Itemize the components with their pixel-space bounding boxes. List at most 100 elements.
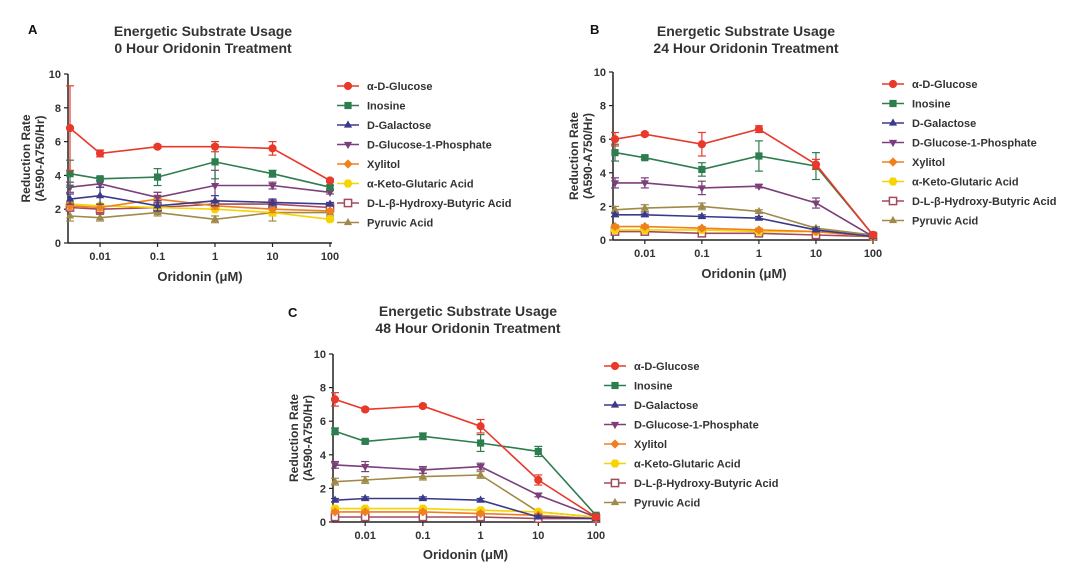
y-axis-label-units: (A590-A750/Hr) bbox=[33, 115, 47, 201]
legend-label: D-Galactose bbox=[367, 120, 431, 132]
data-point bbox=[325, 199, 335, 207]
data-point bbox=[95, 181, 105, 189]
legend-marker bbox=[889, 99, 897, 108]
series-line bbox=[334, 464, 597, 518]
legend-marker bbox=[610, 421, 620, 430]
data-point bbox=[153, 173, 162, 181]
y-axis-label: Reduction Rate bbox=[287, 394, 301, 482]
data-point bbox=[811, 200, 821, 208]
legend-label: D-Glucose-1-Phosphate bbox=[912, 138, 1037, 150]
series-1 bbox=[66, 144, 334, 191]
legend-item: Inosine bbox=[604, 381, 673, 393]
legend-marker bbox=[888, 79, 898, 89]
data-point bbox=[697, 185, 706, 193]
data-point bbox=[811, 225, 821, 233]
data-point bbox=[268, 182, 277, 191]
data-point bbox=[361, 493, 370, 502]
data-point bbox=[610, 135, 620, 144]
legend-marker bbox=[610, 478, 620, 488]
data-point bbox=[754, 206, 764, 215]
legend-marker bbox=[888, 215, 898, 224]
data-point bbox=[331, 427, 339, 435]
data-point bbox=[153, 194, 162, 202]
data-point bbox=[360, 507, 370, 517]
panel-letter: A bbox=[28, 22, 38, 37]
series-line bbox=[614, 151, 874, 236]
legend-item: D-L-β-Hydroxy-Butyric Acid bbox=[882, 196, 1056, 208]
x-axis-label: Oridonin (μM) bbox=[701, 266, 786, 281]
data-point bbox=[325, 189, 335, 197]
data-point bbox=[330, 395, 340, 404]
data-point bbox=[95, 213, 105, 221]
y-tick-label: 0 bbox=[55, 238, 61, 250]
legend-marker bbox=[888, 118, 898, 126]
series-2 bbox=[65, 186, 335, 212]
legend: α-D-Glucose Inosine D-Galactose D-Glucose-1… bbox=[337, 81, 511, 230]
data-point bbox=[418, 493, 427, 502]
legend-marker bbox=[888, 157, 898, 167]
legend-marker bbox=[888, 177, 898, 186]
series-3 bbox=[610, 177, 878, 242]
y-tick-label: 4 bbox=[600, 168, 607, 180]
legend-marker bbox=[343, 159, 353, 169]
data-point bbox=[697, 223, 707, 233]
data-point bbox=[475, 509, 486, 519]
data-point bbox=[640, 180, 649, 188]
x-tick-label: 10 bbox=[810, 248, 822, 260]
data-point bbox=[534, 512, 543, 520]
legend-marker bbox=[343, 217, 353, 226]
legend-marker bbox=[611, 381, 619, 390]
y-tick-label: 10 bbox=[594, 67, 606, 79]
data-point bbox=[811, 160, 821, 169]
series-line bbox=[335, 516, 596, 520]
legend-marker bbox=[888, 139, 898, 148]
y-axis-label-units: (A590-A750/Hr) bbox=[581, 113, 595, 199]
x-tick-label: 0.1 bbox=[694, 248, 709, 260]
data-point bbox=[326, 183, 334, 191]
legend-label: Xylitol bbox=[367, 159, 400, 171]
chart-title: Energetic Substrate Usage bbox=[657, 23, 835, 39]
x-tick-label: 0.1 bbox=[150, 251, 165, 263]
legend-label: Inosine bbox=[912, 99, 951, 111]
x-tick-label: 1 bbox=[756, 248, 762, 260]
chart-title: Energetic Substrate Usage bbox=[114, 23, 292, 39]
x-tick-label: 100 bbox=[587, 530, 605, 542]
data-point bbox=[754, 183, 764, 191]
data-point bbox=[268, 170, 277, 178]
series-line bbox=[69, 127, 331, 182]
data-point bbox=[95, 149, 105, 158]
data-point bbox=[95, 191, 105, 199]
data-point bbox=[698, 165, 706, 174]
data-point bbox=[610, 205, 620, 213]
series-1 bbox=[331, 427, 600, 519]
data-point bbox=[754, 225, 764, 235]
data-point bbox=[476, 439, 485, 447]
legend-label: α-Keto-Glutaric Acid bbox=[634, 459, 741, 471]
legend-marker bbox=[344, 101, 352, 110]
data-point bbox=[65, 184, 75, 192]
legend-marker bbox=[888, 196, 898, 206]
series-line bbox=[334, 430, 597, 516]
panel-letter: B bbox=[590, 22, 599, 37]
legend-marker bbox=[343, 141, 353, 150]
legend-item: D-Galactose bbox=[882, 118, 976, 130]
series-line bbox=[615, 230, 874, 238]
legend-marker bbox=[610, 497, 620, 506]
legend-label: α-D-Glucose bbox=[634, 361, 699, 373]
x-tick-label: 10 bbox=[266, 251, 278, 263]
data-point bbox=[330, 477, 340, 485]
data-point bbox=[640, 221, 650, 232]
y-tick-label: 10 bbox=[314, 349, 326, 361]
data-point bbox=[419, 432, 427, 440]
chart-subtitle: 24 Hour Oridonin Treatment bbox=[653, 40, 838, 56]
x-tick-label: 0.01 bbox=[89, 251, 110, 263]
data-point bbox=[361, 437, 369, 445]
legend-item: Pyruvic Acid bbox=[604, 498, 700, 510]
series-0 bbox=[65, 85, 335, 185]
legend-item: Inosine bbox=[882, 99, 951, 111]
series-line bbox=[334, 474, 597, 518]
series-line bbox=[69, 182, 331, 199]
data-point bbox=[868, 230, 878, 240]
series-line bbox=[615, 214, 874, 238]
